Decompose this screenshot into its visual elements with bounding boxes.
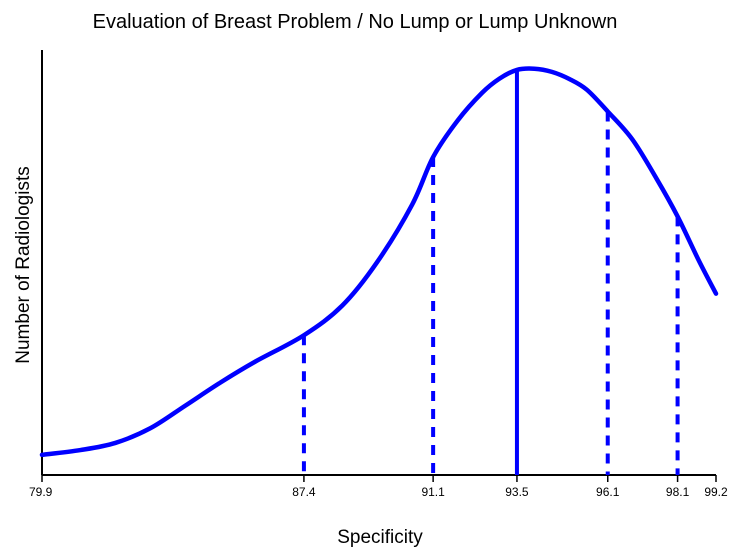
x-tick-label: 99.2 [704, 485, 728, 499]
chart-title: Evaluation of Breast Problem / No Lump o… [93, 11, 618, 33]
x-ticks: 79.9 87.4 91.1 93.5 96.1 98.1 99.2 [29, 475, 728, 499]
x-axis-label: Specificity [337, 527, 423, 548]
x-tick-label: 79.9 [29, 485, 53, 499]
x-tick-label: 98.1 [666, 485, 690, 499]
reference-lines [301, 69, 680, 475]
x-tick-label: 93.5 [505, 485, 529, 499]
x-tick-label: 96.1 [596, 485, 620, 499]
y-axis-label: Number of Radiologists [13, 166, 34, 363]
x-tick-label: 91.1 [421, 485, 445, 499]
x-tick-label: 87.4 [292, 485, 316, 499]
distribution-curve [39, 66, 719, 458]
